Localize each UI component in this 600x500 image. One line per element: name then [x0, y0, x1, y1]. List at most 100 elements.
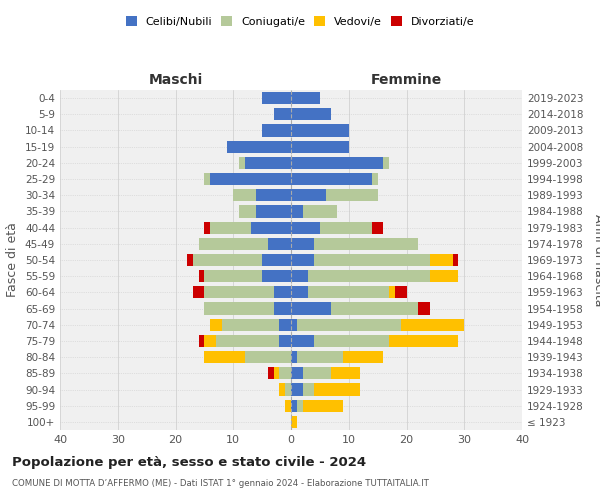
Bar — [274, 302, 291, 314]
Bar — [291, 384, 302, 396]
Bar — [291, 173, 372, 185]
Bar — [314, 254, 430, 266]
Bar — [227, 140, 291, 152]
Bar — [285, 384, 291, 396]
Bar — [395, 286, 407, 298]
Bar — [302, 400, 343, 412]
Bar — [291, 351, 297, 363]
Bar — [262, 254, 291, 266]
Bar — [280, 318, 291, 331]
Bar — [291, 335, 314, 347]
Bar — [187, 254, 193, 266]
Bar — [302, 206, 337, 218]
Bar — [268, 238, 291, 250]
Bar — [302, 368, 331, 380]
Bar — [291, 286, 308, 298]
Bar — [308, 286, 389, 298]
Bar — [331, 302, 418, 314]
Bar — [314, 384, 360, 396]
Text: Maschi: Maschi — [148, 73, 203, 87]
Bar — [245, 157, 291, 169]
Bar — [210, 318, 222, 331]
Bar — [285, 400, 291, 412]
Bar — [205, 335, 216, 347]
Bar — [453, 254, 458, 266]
Bar — [343, 351, 383, 363]
Bar — [297, 400, 302, 412]
Bar — [274, 108, 291, 120]
Bar — [268, 368, 274, 380]
Bar — [239, 157, 245, 169]
Bar — [297, 351, 343, 363]
Bar — [291, 254, 314, 266]
Bar — [210, 173, 291, 185]
Bar — [372, 222, 383, 234]
Bar — [302, 384, 314, 396]
Bar — [291, 157, 383, 169]
Bar — [418, 302, 430, 314]
Y-axis label: Fasce di età: Fasce di età — [7, 222, 19, 298]
Bar — [291, 400, 297, 412]
Bar — [291, 189, 326, 202]
Bar — [251, 222, 291, 234]
Bar — [291, 302, 331, 314]
Bar — [372, 173, 377, 185]
Bar — [401, 318, 464, 331]
Bar — [193, 286, 205, 298]
Bar — [314, 335, 389, 347]
Text: Popolazione per età, sesso e stato civile - 2024: Popolazione per età, sesso e stato civil… — [12, 456, 366, 469]
Bar — [291, 318, 297, 331]
Bar — [245, 351, 291, 363]
Bar — [274, 286, 291, 298]
Bar — [430, 270, 458, 282]
Bar — [291, 206, 302, 218]
Bar — [430, 254, 453, 266]
Legend: Celibi/Nubili, Coniugati/e, Vedovi/e, Divorziati/e: Celibi/Nubili, Coniugati/e, Vedovi/e, Di… — [120, 10, 480, 32]
Bar — [256, 206, 291, 218]
Bar — [239, 206, 256, 218]
Bar — [262, 124, 291, 136]
Bar — [291, 92, 320, 104]
Bar — [326, 189, 377, 202]
Bar — [291, 140, 349, 152]
Bar — [389, 335, 458, 347]
Bar — [291, 108, 331, 120]
Bar — [297, 318, 401, 331]
Bar — [199, 335, 205, 347]
Text: COMUNE DI MOTTA D’AFFERMO (ME) - Dati ISTAT 1° gennaio 2024 - Elaborazione TUTTA: COMUNE DI MOTTA D’AFFERMO (ME) - Dati IS… — [12, 479, 429, 488]
Bar — [331, 368, 360, 380]
Bar — [193, 254, 262, 266]
Bar — [205, 270, 262, 282]
Bar — [291, 416, 297, 428]
Y-axis label: Anni di nascita: Anni di nascita — [592, 214, 600, 306]
Bar — [383, 157, 389, 169]
Bar — [291, 368, 302, 380]
Bar — [274, 368, 280, 380]
Bar — [205, 351, 245, 363]
Bar — [210, 222, 251, 234]
Bar — [308, 270, 430, 282]
Bar — [389, 286, 395, 298]
Bar — [262, 92, 291, 104]
Bar — [205, 286, 274, 298]
Bar — [291, 238, 314, 250]
Bar — [205, 302, 274, 314]
Bar — [291, 222, 320, 234]
Bar — [262, 270, 291, 282]
Bar — [280, 335, 291, 347]
Bar — [291, 124, 349, 136]
Bar — [199, 238, 268, 250]
Bar — [280, 384, 285, 396]
Bar — [199, 270, 205, 282]
Bar — [320, 222, 372, 234]
Bar — [222, 318, 280, 331]
Bar — [280, 368, 291, 380]
Bar — [205, 173, 210, 185]
Bar — [233, 189, 256, 202]
Bar — [205, 222, 210, 234]
Bar — [314, 238, 418, 250]
Bar — [216, 335, 280, 347]
Bar — [291, 270, 308, 282]
Text: Femmine: Femmine — [371, 73, 442, 87]
Bar — [256, 189, 291, 202]
